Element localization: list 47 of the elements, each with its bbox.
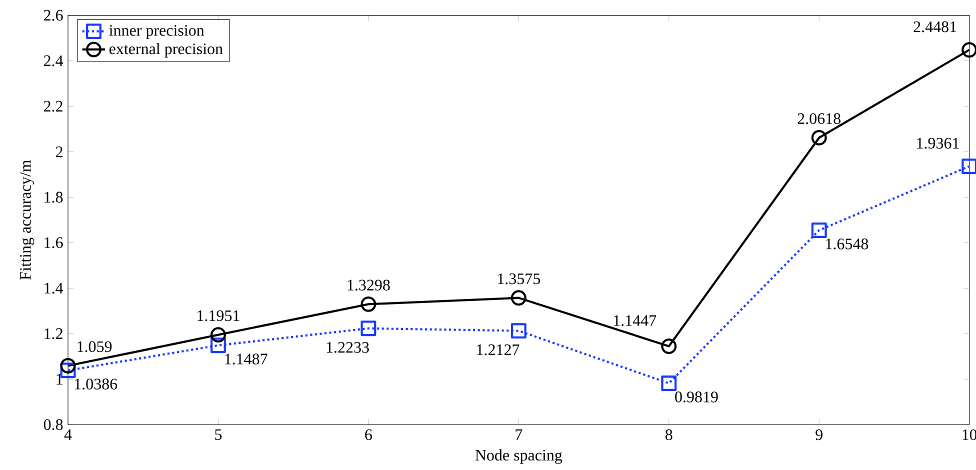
y-tick-label: 1.4 — [44, 282, 64, 294]
point — [360, 320, 376, 336]
point — [510, 323, 526, 339]
point — [661, 338, 677, 354]
x-tick-label: 9 — [816, 429, 822, 440]
x-tick-label: 7 — [516, 429, 522, 440]
point — [60, 358, 76, 374]
y-tick-label: 1.8 — [44, 192, 63, 203]
y-axis-title: Fitting accuracy/m — [20, 160, 34, 280]
y-tick-label: 2.6 — [44, 10, 63, 21]
x-tick-label: 8 — [665, 429, 672, 440]
data-label: 2.4481 — [914, 21, 956, 32]
data-label: 1.6548 — [826, 238, 868, 250]
point — [811, 222, 827, 238]
data-label: 1.1951 — [198, 310, 240, 322]
data-label: 1.1487 — [225, 354, 268, 364]
data-label: 1.3575 — [498, 273, 540, 284]
x-tick-label: 6 — [365, 429, 372, 440]
data-label: 1.1447 — [614, 315, 656, 326]
data-label: 0.9819 — [675, 392, 718, 402]
point — [360, 296, 376, 312]
point — [210, 327, 226, 343]
x-tick-label: 5 — [215, 429, 222, 440]
data-label: 1.2127 — [477, 344, 520, 356]
x-axis-title: Node spacing — [475, 449, 562, 464]
data-label: 2.0618 — [798, 113, 840, 124]
y-tick-label: 2.2 — [44, 100, 62, 112]
point — [811, 130, 827, 146]
x-tick-label: 4 — [64, 429, 72, 440]
point — [962, 158, 976, 174]
point — [510, 290, 526, 306]
data-label: 1.3298 — [348, 280, 390, 291]
point — [962, 42, 976, 58]
y-tick-label: 1.2 — [44, 328, 62, 340]
legend-label: external precision — [109, 42, 223, 58]
data-label: 1.9361 — [917, 138, 959, 149]
data-label: 1.0386 — [75, 378, 118, 390]
point — [661, 376, 677, 392]
data-label: 1.2233 — [326, 342, 369, 353]
legend-label: inner precision — [109, 25, 204, 40]
point — [210, 338, 226, 354]
y-tick-label: 0.8 — [44, 419, 63, 430]
data-label: 1.059 — [78, 341, 112, 352]
y-tick-label: 1.6 — [44, 237, 63, 248]
y-tick-label: 2 — [56, 146, 62, 158]
y-tick-label: 2.4 — [44, 55, 64, 66]
y-tick-label: 1 — [56, 374, 62, 384]
